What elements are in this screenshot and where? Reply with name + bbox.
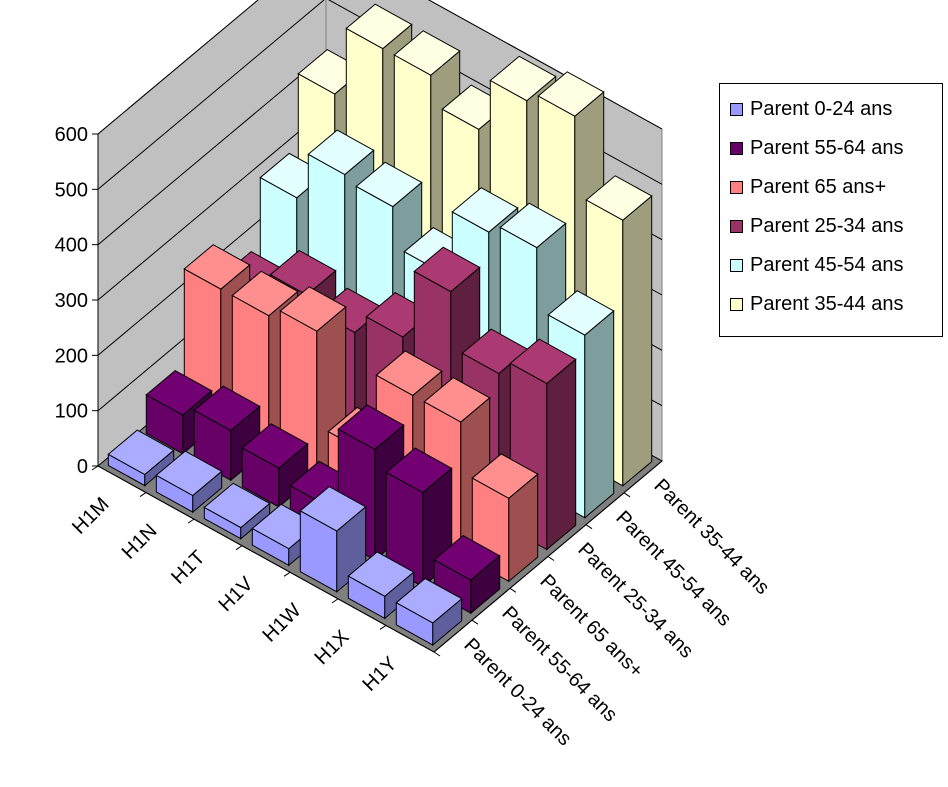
bar-top-face (107, 429, 175, 476)
series-tick (433, 651, 441, 657)
category-tick (235, 545, 243, 551)
category-tick (331, 598, 339, 604)
bar-top-face (307, 129, 375, 176)
chart-bars (107, 3, 653, 647)
bar-top-face (585, 175, 653, 221)
legend-item: Parent 25-34 ans (730, 213, 903, 239)
bar-top-face (537, 71, 605, 117)
legend-item: Parent 55-64 ans (730, 135, 903, 161)
bar-top-face (345, 3, 413, 50)
bar-top-face (393, 30, 461, 76)
series-axis-label: Parent 35-44 ans (649, 475, 773, 599)
category-tick (139, 492, 147, 497)
legend-label: Parent 55-64 ans (750, 136, 904, 159)
bar-top-face (355, 161, 423, 208)
y-tick-label: 100 (55, 401, 88, 423)
category-label: H1X (310, 626, 353, 669)
bar-top-face (423, 376, 491, 423)
bar-H1X-1 (347, 551, 415, 620)
legend-swatch (730, 141, 743, 155)
legend-swatch (730, 219, 743, 233)
bar-top-face (499, 202, 567, 249)
bar-H1M-1 (107, 429, 175, 487)
series-axis-label: Parent 45-54 ans (611, 507, 735, 631)
legend-label: Parent 45-54 ans (750, 253, 904, 276)
legend-swatch (730, 297, 743, 311)
legend-label: Parent 65 ans+ (750, 175, 887, 198)
bar-top-face (241, 423, 309, 469)
bar-top-face (413, 246, 481, 293)
category-label: H1W (259, 599, 306, 646)
bar-top-face (451, 187, 519, 233)
bar-side-face (622, 194, 653, 487)
category-label: H1N (118, 520, 162, 564)
legend-item: Parent 65 ans+ (730, 174, 886, 200)
series-tick (471, 619, 479, 625)
series-axis-label: Parent 55-64 ans (497, 602, 621, 726)
bar-top-face (145, 369, 213, 416)
legend-item: Parent 45-54 ans (730, 252, 903, 278)
bar-H1N-1 (155, 450, 223, 514)
category-axis-line (97, 465, 435, 653)
y-tick-label: 300 (55, 290, 88, 312)
bar-top-face (203, 482, 271, 529)
bar-side-face (584, 309, 615, 519)
bar-top-face (547, 290, 615, 336)
bar-top-face (375, 350, 443, 397)
bar-top-face (509, 338, 577, 385)
bar-top-face (269, 249, 337, 296)
bar-top-face (337, 404, 405, 450)
bar-H1Y-1 (395, 577, 463, 647)
bar-side-face (546, 358, 577, 551)
legend-label: Parent 25-34 ans (750, 214, 904, 237)
legend-item: Parent 35-44 ans (730, 291, 903, 317)
category-label: H1M (68, 493, 113, 538)
category-tick (283, 571, 291, 577)
chart-legend: Parent 0-24 ans Parent 55-64 ans Parent … (719, 83, 943, 337)
series-tick (585, 524, 593, 530)
bar-top-face (183, 244, 251, 290)
bar-top-face (347, 551, 415, 597)
bar-top-face (299, 485, 367, 532)
bar-top-face (155, 450, 223, 497)
series-tick (623, 492, 631, 498)
bar-top-face (433, 534, 501, 581)
bar-top-face (471, 453, 539, 499)
legend-item: Parent 0-24 ans (730, 96, 892, 122)
legend-swatch (730, 180, 743, 194)
legend-label: Parent 0-24 ans (750, 97, 893, 120)
bar-H1T-2 (241, 423, 309, 508)
category-tick (187, 518, 195, 524)
bar-top-face (193, 385, 261, 432)
y-tick-label: 200 (55, 345, 88, 367)
series-axis-label: Parent 25-34 ans (573, 539, 697, 663)
bar-top-face (489, 55, 557, 102)
y-tick-label: 500 (55, 179, 88, 201)
bar-top-face (279, 286, 347, 332)
bar-top-face (385, 447, 453, 494)
bar-top-face (231, 270, 299, 317)
legend-label: Parent 35-44 ans (750, 292, 904, 315)
bar-top-face (395, 577, 463, 624)
category-tick (379, 625, 387, 630)
category-label: H1V (214, 573, 258, 617)
category-label: H1Y (358, 653, 401, 696)
legend-swatch (730, 258, 743, 272)
category-tick (91, 465, 99, 471)
series-axis-line (433, 460, 663, 653)
y-tick-label: 400 (55, 235, 88, 257)
series-tick (547, 556, 555, 561)
bar-H1T-1 (203, 482, 271, 540)
gridline (97, 0, 663, 135)
y-tick-label: 0 (77, 456, 88, 478)
series-tick (509, 587, 517, 593)
category-label: H1T (167, 546, 209, 588)
y-axis-ticks: 0 100 200 300 400 500 600 (55, 124, 99, 478)
y-tick-label: 600 (55, 124, 88, 146)
legend-swatch (730, 102, 743, 116)
